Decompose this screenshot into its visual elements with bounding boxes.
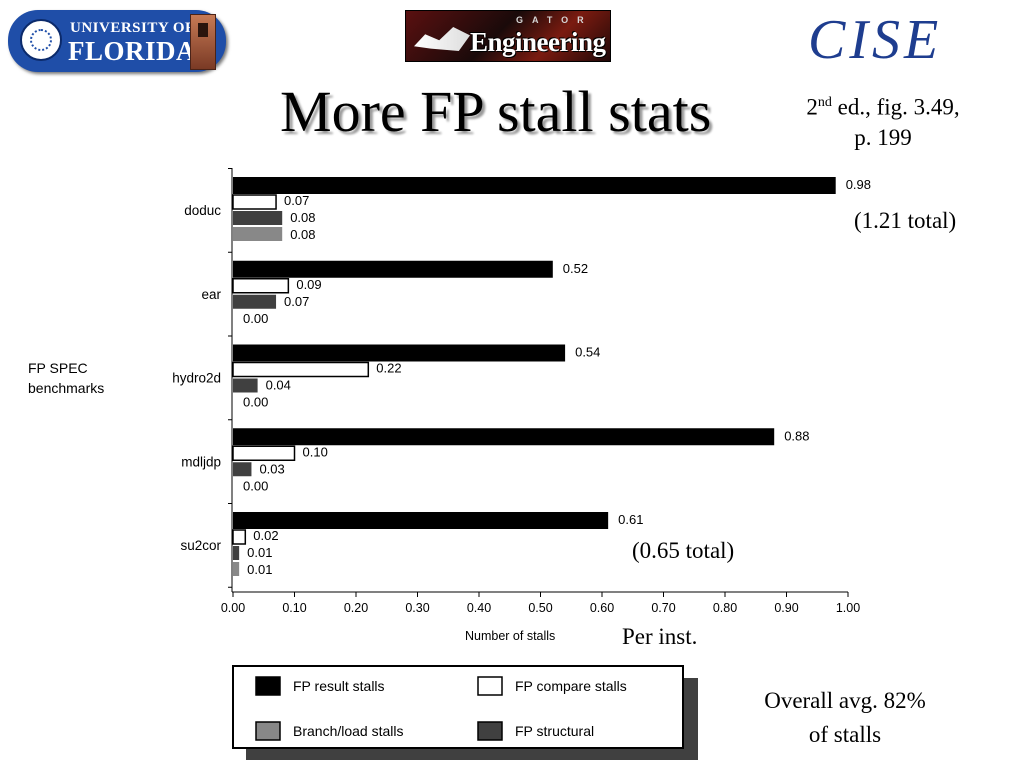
- reference-edition-suffix: nd: [817, 95, 832, 110]
- value-label-doduc-0: 0.98: [846, 177, 871, 192]
- value-label-mdljdp-1: 0.10: [303, 444, 328, 459]
- benchmark-label-mdljdp: mdljdp: [181, 454, 221, 469]
- reference-page: p. 199: [854, 124, 912, 150]
- bar-hydro2d-1: [232, 361, 370, 378]
- bar-doduc-2: [233, 211, 283, 225]
- overall-average-note: Overall avg. 82% of stalls: [730, 684, 960, 752]
- value-label-ear-2: 0.07: [284, 294, 309, 309]
- value-label-ear-0: 0.52: [563, 261, 588, 276]
- chart-bars: 0.98 0.07 0.08 0.08 0.52 0.09 0.07 0.00 0.54 0.22…: [232, 177, 871, 577]
- value-label-doduc-2: 0.08: [290, 210, 315, 225]
- benchmark-label-hydro2d: hydro2d: [172, 371, 221, 386]
- x-tick-label: 0.90: [774, 601, 798, 615]
- x-tick-label: 0.50: [528, 601, 552, 615]
- gator-engineering-logo: GATOR Engineering: [405, 10, 611, 62]
- per-inst-label: Per inst.: [622, 624, 698, 649]
- bar-hydro2d-0: [233, 344, 566, 362]
- x-axis-ticks: 0.00 0.10 0.20 0.30 0.40 0.50 0.60 0.70 0.80 0.90…: [221, 592, 860, 615]
- value-label-su2cor-3: 0.01: [247, 562, 272, 577]
- university-of-florida-logo: UNIVERSITY OF FLORIDA: [8, 10, 226, 72]
- x-tick-label: 0.10: [282, 601, 306, 615]
- bar-su2cor-0: [233, 512, 609, 529]
- uf-seal-icon: [20, 19, 62, 61]
- value-label-su2cor-2: 0.01: [247, 545, 272, 560]
- value-label-mdljdp-0: 0.88: [784, 428, 809, 443]
- reference-figure: ed., fig. 3.49,: [831, 94, 960, 120]
- reference-edition-number: 2: [806, 94, 818, 120]
- legend-label-0: FP result stalls: [293, 678, 385, 694]
- legend-label-3: FP structural: [515, 723, 594, 739]
- bar-ear-2: [233, 294, 277, 309]
- benchmark-label-su2cor: su2cor: [180, 538, 221, 553]
- value-label-su2cor-1: 0.02: [253, 528, 278, 543]
- x-tick-label: 0.80: [713, 601, 737, 615]
- bar-mdljdp-2: [233, 462, 252, 477]
- value-label-doduc-3: 0.08: [290, 227, 315, 242]
- legend-swatch-1: [477, 676, 503, 696]
- bar-ear-0: [233, 260, 553, 278]
- bar-doduc-0: [233, 177, 836, 194]
- cise-logo: CISE: [808, 9, 943, 71]
- bar-mdljdp-0: [233, 428, 775, 446]
- legend-swatch-3: [477, 721, 503, 741]
- value-label-ear-3: 0.00: [243, 311, 268, 326]
- x-tick-label: 0.20: [344, 601, 368, 615]
- x-tick-label: 0.30: [405, 601, 429, 615]
- legend-label-1: FP compare stalls: [515, 678, 627, 694]
- engineering-logo-text: Engineering: [470, 27, 606, 57]
- y-axis-ticks: doduc ear hydro2d mdljdp su2cor: [172, 168, 232, 588]
- figure-reference: 2nd ed., fig. 3.49, p. 199: [770, 88, 996, 153]
- uf-logo-bottom-text: FLORIDA: [68, 36, 197, 66]
- x-tick-label: 0.70: [651, 601, 675, 615]
- bar-su2cor-3: [233, 562, 240, 576]
- bar-doduc-3: [233, 227, 283, 241]
- y-axis-label-line2: benchmarks: [28, 380, 104, 396]
- legend-swatch-0: [255, 676, 281, 696]
- slide-title: More FP stall stats: [280, 79, 712, 144]
- bar-hydro2d-2: [233, 378, 258, 393]
- value-label-hydro2d-2: 0.04: [266, 378, 291, 393]
- value-label-su2cor-0: 0.61: [618, 512, 643, 527]
- chart-legend: FP result stalls FP compare stalls Branch/…: [255, 676, 627, 741]
- x-tick-label: 0.00: [221, 601, 245, 615]
- value-label-mdljdp-2: 0.03: [259, 461, 284, 476]
- value-label-doduc-1: 0.07: [284, 193, 309, 208]
- x-tick-label: 0.40: [467, 601, 491, 615]
- su2cor-total-note: (0.65 total): [632, 538, 735, 563]
- x-tick-label: 1.00: [836, 601, 860, 615]
- value-label-hydro2d-3: 0.00: [243, 395, 268, 410]
- value-label-hydro2d-1: 0.22: [376, 361, 401, 376]
- benchmark-label-ear: ear: [201, 287, 221, 302]
- benchmark-label-doduc: doduc: [184, 203, 221, 218]
- bar-su2cor-1: [232, 529, 247, 545]
- gator-logo-small-text: GATOR: [516, 15, 593, 25]
- bar-su2cor-2: [233, 546, 240, 560]
- doduc-total-note: (1.21 total): [854, 208, 957, 233]
- legend-swatch-2: [255, 721, 281, 741]
- y-axis-label-line1: FP SPEC: [28, 360, 88, 376]
- overall-line1: Overall avg. 82%: [764, 688, 926, 713]
- overall-line2: of stalls: [808, 722, 882, 747]
- legend-box: [232, 665, 684, 749]
- value-label-mdljdp-3: 0.00: [243, 478, 268, 493]
- x-tick-label: 0.60: [590, 601, 614, 615]
- uf-tower-icon: [190, 14, 216, 70]
- bar-ear-1: [232, 278, 290, 294]
- uf-logo-top-text: UNIVERSITY OF: [70, 20, 195, 36]
- legend-label-2: Branch/load stalls: [293, 723, 404, 739]
- value-label-hydro2d-0: 0.54: [575, 345, 600, 360]
- x-axis-label: Number of stalls: [465, 629, 555, 643]
- value-label-ear-1: 0.09: [296, 277, 321, 292]
- bar-doduc-1: [232, 194, 277, 210]
- bar-mdljdp-1: [232, 445, 296, 461]
